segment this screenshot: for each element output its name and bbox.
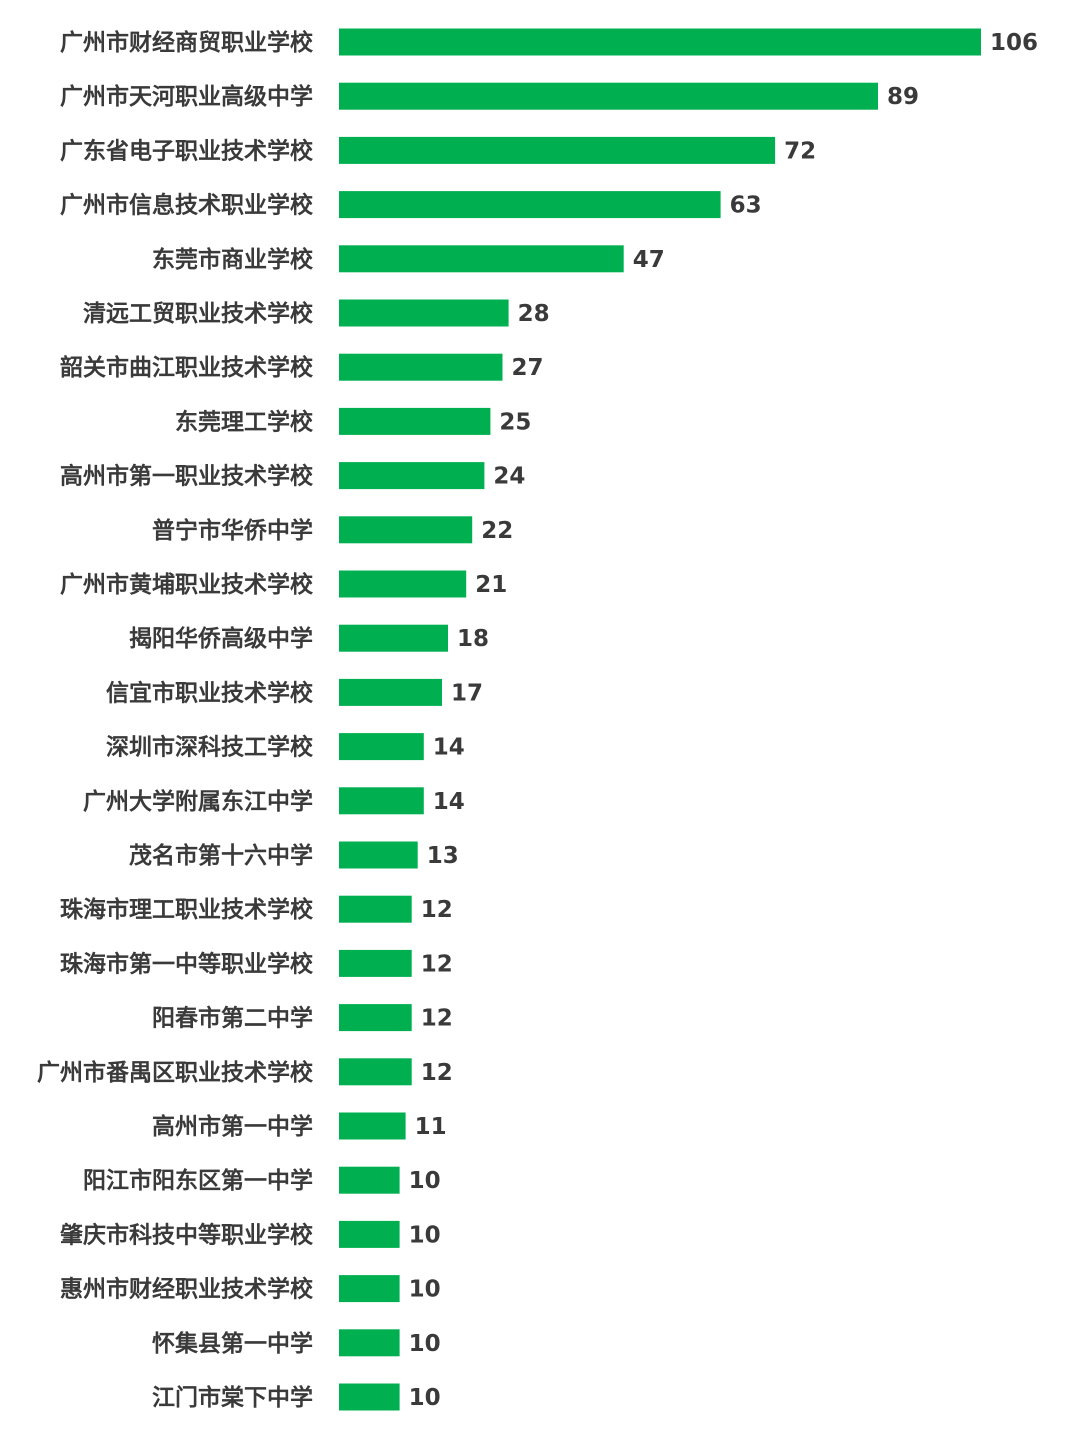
bar-18 [339,1004,412,1032]
bar-13 [339,733,424,761]
value-label-15: 13 [427,843,459,869]
bar-21 [339,1166,400,1194]
value-label-9: 22 [481,518,513,544]
value-label-1: 89 [887,84,919,110]
value-labels-group: 106 89 72 63 47 28 27 25 24 22 21 18 17 14 14 13 12 12 12 1… [409,30,1038,1411]
value-label-6: 27 [512,355,544,381]
bars-group [339,28,981,1411]
category-label-2: 广东省电子职业技术学校 [60,137,314,164]
category-label-23: 惠州市财经职业技术学校 [60,1276,314,1303]
bar-6 [339,353,503,381]
value-label-19: 12 [421,1060,453,1086]
bar-11 [339,624,448,652]
category-label-5: 清远工贸职业技术学校 [83,300,314,327]
bar-19 [339,1058,412,1086]
category-label-11: 揭阳华侨高级中学 [129,625,313,652]
bar-20 [339,1112,406,1140]
bar-22 [339,1220,400,1248]
category-label-7: 东莞理工学校 [175,408,314,435]
bar-0 [339,28,981,56]
category-label-15: 茂名市第十六中学 [129,842,313,869]
bar-1 [339,82,878,110]
bar-24 [339,1329,400,1357]
bar-12 [339,678,442,706]
value-label-0: 106 [990,30,1038,56]
value-label-5: 28 [518,301,550,327]
category-label-12: 信宜市职业技术学校 [106,679,314,706]
value-label-8: 24 [493,464,525,490]
value-label-11: 18 [457,626,489,652]
bar-25 [339,1383,400,1411]
bar-4 [339,245,624,273]
category-label-10: 广州市黄埔职业技术学校 [60,571,314,598]
bar-8 [339,462,485,490]
category-label-8: 高州市第一职业技术学校 [60,463,314,490]
category-label-19: 广州市番禺区职业技术学校 [37,1059,314,1086]
category-label-17: 珠海市第一中等职业学校 [60,950,314,977]
category-label-18: 阳春市第二中学 [152,1005,313,1032]
bar-9 [339,516,473,544]
category-label-16: 珠海市理工职业技术学校 [60,896,314,923]
bar-7 [339,407,491,435]
value-label-2: 72 [784,138,816,164]
bar-10 [339,570,467,598]
category-label-20: 高州市第一中学 [152,1113,313,1140]
bar-16 [339,895,412,923]
value-label-3: 63 [730,193,762,219]
category-label-3: 广州市信息技术职业学校 [60,192,314,219]
bar-23 [339,1275,400,1303]
category-label-1: 广州市天河职业高级中学 [60,83,313,110]
category-label-9: 普宁市华侨中学 [152,517,313,544]
value-label-21: 10 [409,1168,441,1194]
category-label-21: 阳江市阳东区第一中学 [83,1167,313,1194]
bar-15 [339,841,418,869]
bar-17 [339,949,412,977]
value-label-23: 10 [409,1277,441,1303]
value-label-4: 47 [633,247,665,273]
value-label-12: 17 [451,680,483,706]
category-label-25: 江门市棠下中学 [152,1384,313,1411]
value-label-25: 10 [409,1385,441,1411]
value-label-16: 12 [421,897,453,923]
bar-2 [339,136,776,164]
bar-14 [339,787,424,815]
category-label-22: 肇庆市科技中等职业学校 [60,1221,314,1248]
value-label-14: 14 [433,789,465,815]
bar-3 [339,191,721,219]
value-label-20: 11 [415,1114,447,1140]
bar-5 [339,299,509,327]
value-label-7: 25 [499,409,531,435]
category-label-0: 广州市财经商贸职业学校 [60,29,314,56]
category-label-4: 东莞市商业学校 [152,246,314,273]
category-label-6: 韶关市曲江职业技术学校 [60,354,314,381]
value-label-22: 10 [409,1222,441,1248]
category-label-14: 广州大学附属东江中学 [83,788,313,815]
category-label-13: 深圳市深科技工学校 [106,734,314,761]
value-label-18: 12 [421,1006,453,1032]
category-labels-group: 广州市财经商贸职业学校广州市天河职业高级中学广东省电子职业技术学校广州市信息技术… [37,29,314,1411]
value-label-24: 10 [409,1331,441,1357]
value-label-10: 21 [475,572,507,598]
category-label-24: 怀集县第一中学 [152,1330,313,1357]
value-label-17: 12 [421,951,453,977]
value-label-13: 14 [433,735,465,761]
